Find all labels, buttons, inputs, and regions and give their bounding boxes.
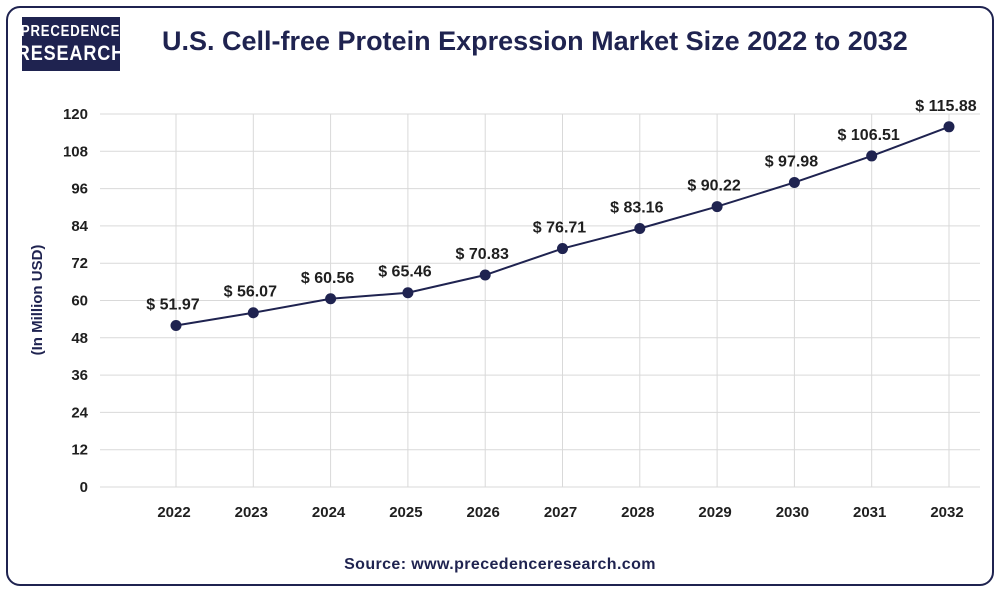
precedence-research-logo: PRECEDENCE RESEARCH bbox=[17, 17, 124, 71]
data-point bbox=[479, 269, 491, 281]
y-tick-label: 96 bbox=[71, 181, 88, 198]
y-tick-label: 48 bbox=[71, 330, 88, 347]
logo-line-1: PRECEDENCE bbox=[21, 23, 121, 40]
y-tick-label: 108 bbox=[63, 143, 88, 160]
x-tick-label: 2026 bbox=[467, 504, 500, 521]
data-point bbox=[247, 307, 259, 319]
data-label: $ 70.83 bbox=[456, 246, 509, 263]
y-tick-label: 0 bbox=[80, 479, 88, 496]
x-tick-label: 2022 bbox=[157, 504, 190, 521]
data-label: $ 56.07 bbox=[224, 284, 277, 301]
y-tick-label: 72 bbox=[71, 255, 88, 272]
data-label: $ 60.56 bbox=[301, 270, 354, 287]
y-tick-label: 24 bbox=[71, 404, 88, 421]
chart-frame bbox=[6, 6, 994, 586]
y-tick-label: 12 bbox=[71, 442, 88, 459]
x-tick-label: 2029 bbox=[698, 504, 731, 521]
data-point bbox=[325, 293, 337, 305]
data-labels: $ 51.97 $ 56.07 $ 60.56 $ 65.46 $ 70.83 $ 76.… bbox=[146, 98, 976, 314]
data-label: $ 83.16 bbox=[610, 200, 663, 217]
data-label: $ 97.98 bbox=[765, 153, 818, 170]
x-tick-label: 2025 bbox=[389, 504, 422, 521]
y-tick-label: 60 bbox=[71, 293, 88, 310]
source-text: Source: www.precedenceresearch.com bbox=[344, 556, 656, 573]
x-tick-label: 2023 bbox=[235, 504, 268, 521]
data-points bbox=[170, 121, 955, 331]
data-label: $ 65.46 bbox=[378, 264, 431, 281]
data-point bbox=[943, 121, 955, 133]
y-tick-label: 120 bbox=[63, 106, 88, 123]
x-tick-label: 2032 bbox=[930, 504, 963, 521]
x-tick-label: 2030 bbox=[776, 504, 809, 521]
data-point bbox=[788, 176, 800, 188]
data-label: $ 76.71 bbox=[533, 220, 586, 237]
data-point bbox=[402, 287, 414, 299]
x-tick-label: 2028 bbox=[621, 504, 654, 521]
data-label: $ 90.22 bbox=[687, 178, 740, 195]
y-tick-label: 36 bbox=[71, 367, 88, 384]
data-point bbox=[634, 223, 646, 235]
y-axis-ticks: 0 12 24 36 48 60 72 84 96 108 120 bbox=[63, 106, 89, 496]
data-label: $ 51.97 bbox=[146, 296, 199, 313]
data-point bbox=[170, 319, 182, 331]
x-tick-label: 2027 bbox=[544, 504, 577, 521]
x-axis-ticks: 2022 2023 2024 2025 2026 2027 2028 2029 2030 2031… bbox=[157, 504, 963, 521]
data-label: $ 106.51 bbox=[838, 127, 900, 144]
data-label: $ 115.88 bbox=[915, 98, 977, 115]
data-point bbox=[557, 243, 568, 255]
chart-title: U.S. Cell-free Protein Expression Market… bbox=[162, 26, 908, 56]
data-point bbox=[711, 201, 723, 213]
data-point bbox=[866, 150, 878, 162]
x-tick-label: 2031 bbox=[853, 504, 886, 521]
y-axis-label: (In Million USD) bbox=[29, 245, 46, 356]
grid bbox=[100, 113, 980, 488]
x-tick-label: 2024 bbox=[312, 504, 346, 521]
logo-line-2: RESEARCH bbox=[16, 42, 126, 65]
y-tick-label: 84 bbox=[71, 218, 88, 235]
